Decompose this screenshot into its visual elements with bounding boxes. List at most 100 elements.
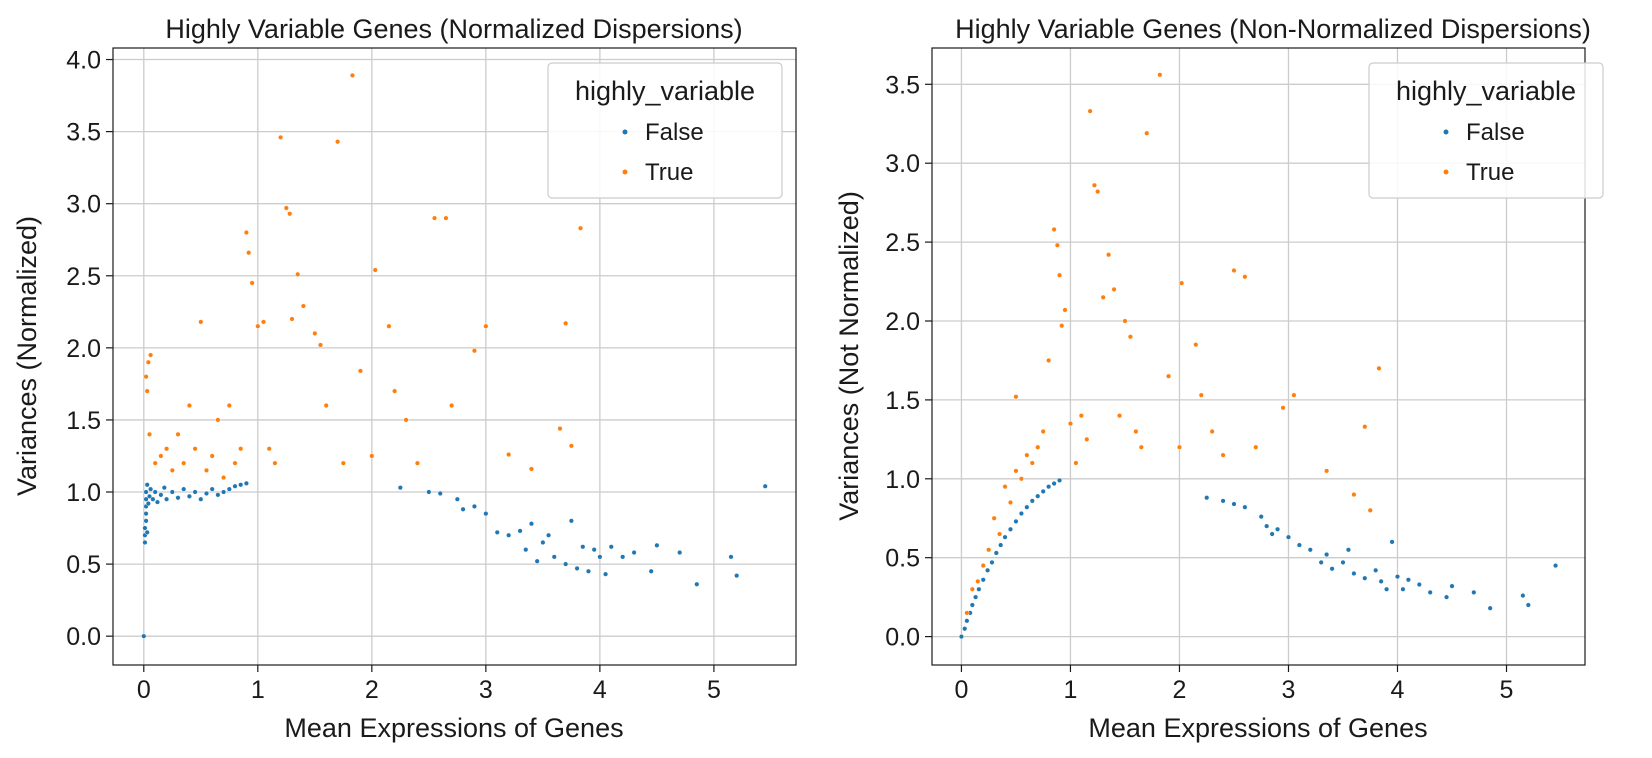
data-point [1209,428,1215,434]
data-point [980,577,986,583]
data-point [144,529,150,535]
y-tick-label: 4.0 [66,47,101,75]
data-point [1013,518,1019,524]
data-point [266,446,272,452]
x-tick-label: 1 [1063,676,1077,704]
data-point [164,446,170,452]
data-point [975,578,981,584]
data-point [369,453,375,459]
series-false [141,480,768,639]
data-point [648,568,654,574]
data-point [209,486,215,492]
data-point [1029,498,1035,504]
data-point [141,633,147,639]
data-point [1242,274,1248,280]
x-tick-label: 3 [1282,676,1296,704]
data-point [989,559,995,565]
data-point [312,330,318,336]
data-point [1444,594,1450,600]
data-point [1351,492,1357,498]
legend-box [547,62,783,199]
legend-title: highly_variable [1396,76,1576,106]
data-point [1405,577,1411,583]
data-point [1367,507,1373,513]
data-point [976,586,982,592]
data-point [1231,267,1237,273]
data-point [551,554,557,560]
data-point [148,352,154,358]
y-tick-label: 3.0 [66,191,101,219]
data-point [1520,593,1526,599]
data-point [300,303,306,309]
data-point [283,205,289,211]
y-tick-label: 0.5 [885,545,920,573]
data-point [323,403,329,409]
data-point [694,581,700,587]
data-point [1117,413,1123,419]
data-point [1329,566,1335,572]
data-point [1471,589,1477,595]
data-point [998,542,1004,548]
data-point [1035,444,1041,450]
data-point [1394,574,1400,580]
x-tick-label: 2 [1173,676,1187,704]
data-point [454,496,460,502]
data-point [144,388,150,394]
data-point [1487,605,1493,611]
data-point [192,489,198,495]
x-tick-label: 4 [1391,676,1405,704]
data-point [215,417,221,423]
data-point [597,554,603,560]
data-point [1253,444,1259,450]
data-point [221,475,227,481]
data-point [1157,72,1163,78]
data-point [591,547,597,553]
data-point [1176,444,1182,450]
data-point [1051,481,1057,487]
data-point [221,489,227,495]
data-point [142,539,148,545]
y-tick-label: 1.5 [66,407,101,435]
data-point [349,72,355,78]
data-point [964,618,970,624]
data-point [962,626,968,632]
data-point [1002,534,1008,540]
data-point [1013,394,1019,400]
legend-label-false: False [645,119,704,146]
data-point [1087,108,1093,114]
data-point [1376,365,1382,371]
data-point [243,480,249,486]
data-point [969,602,975,608]
data-point [1324,552,1330,558]
data-point [1133,428,1139,434]
y-tick-label: 3.5 [885,71,920,99]
x-tick-label: 4 [593,676,607,704]
data-point [181,460,187,466]
data-point [1007,499,1013,505]
data-point [246,250,252,256]
legend-label-true: True [645,159,693,186]
data-point [534,558,540,564]
data-point [1179,280,1185,286]
y-tick-label: 2.5 [66,263,101,291]
data-point [238,482,244,488]
legend-label-false: False [1466,119,1525,146]
data-point [1258,514,1264,520]
x-tick-label: 1 [251,676,265,704]
data-point [580,544,586,550]
data-point [261,319,267,325]
data-point [958,634,964,640]
data-point [1062,307,1068,313]
chart-title: Highly Variable Genes (Non-Normalized Di… [955,14,1591,44]
data-point [1351,570,1357,576]
data-point [1166,373,1172,379]
data-point [471,348,477,354]
y-tick-label: 0.0 [66,623,101,651]
legend-marker-true [1443,169,1449,175]
data-point [557,426,563,432]
data-point [585,568,591,574]
data-point [1138,444,1144,450]
data-point [1127,334,1133,340]
data-point [620,554,626,560]
